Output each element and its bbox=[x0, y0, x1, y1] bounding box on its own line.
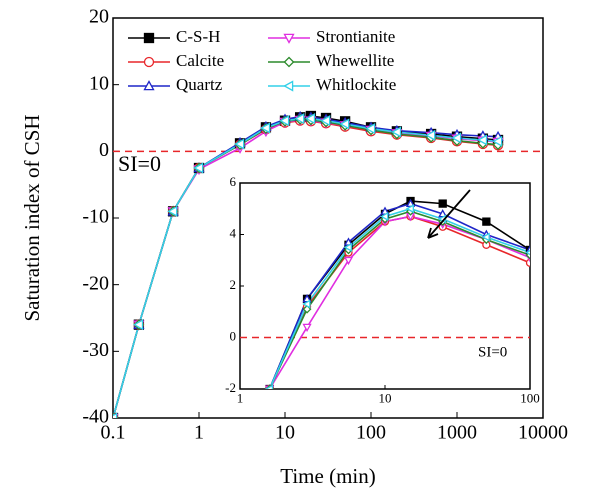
legend-label: Strontianite bbox=[316, 27, 395, 46]
marker bbox=[294, 113, 305, 125]
marker bbox=[343, 242, 352, 252]
marker bbox=[438, 199, 447, 208]
legend-marker bbox=[283, 33, 295, 44]
marker bbox=[234, 138, 245, 150]
x-tick-label: 1000 bbox=[437, 422, 477, 444]
marker bbox=[525, 258, 530, 267]
y-tick-label: 0 bbox=[99, 139, 109, 161]
x-tick-label: 10 bbox=[379, 390, 392, 405]
marker bbox=[133, 319, 144, 331]
y-tick-label: -30 bbox=[82, 339, 109, 361]
x-tick-label: 100 bbox=[520, 390, 540, 405]
marker bbox=[305, 113, 316, 125]
series-line bbox=[268, 202, 530, 389]
x-axis-label: Time (min) bbox=[280, 464, 375, 488]
marker bbox=[302, 299, 311, 309]
annotation: SI=0 bbox=[478, 344, 507, 360]
legend-marker bbox=[283, 80, 294, 92]
legend-marker bbox=[143, 32, 155, 44]
marker bbox=[405, 204, 414, 214]
marker bbox=[482, 217, 491, 226]
y-tick-label: -2 bbox=[225, 380, 236, 395]
marker bbox=[380, 211, 389, 222]
series-line bbox=[268, 207, 530, 389]
legend-marker bbox=[283, 56, 295, 68]
marker bbox=[365, 123, 376, 135]
x-tick-label: 10 bbox=[275, 422, 295, 444]
x-tick-label: 10000 bbox=[518, 422, 568, 444]
legend-label: Calcite bbox=[176, 51, 224, 70]
marker bbox=[525, 249, 530, 256]
legend-marker bbox=[143, 80, 155, 91]
marker bbox=[492, 135, 503, 147]
legend-label: Quartz bbox=[176, 75, 223, 94]
marker bbox=[451, 132, 462, 144]
marker bbox=[391, 126, 402, 138]
legend-label: Whewellite bbox=[316, 51, 394, 70]
arrow bbox=[427, 189, 471, 239]
x-tick-label: 100 bbox=[356, 422, 386, 444]
annotation: SI=0 bbox=[118, 151, 161, 176]
marker bbox=[264, 384, 274, 389]
marker bbox=[279, 115, 290, 127]
marker bbox=[425, 129, 436, 141]
y-tick-label: -20 bbox=[82, 272, 109, 294]
marker bbox=[260, 122, 271, 134]
marker bbox=[339, 118, 350, 130]
series-group bbox=[113, 110, 504, 418]
y-tick-label: 2 bbox=[230, 277, 237, 292]
marker bbox=[477, 134, 488, 146]
x-tick-label: 1 bbox=[237, 390, 244, 405]
y-axis-label: Saturation index of CSH bbox=[20, 114, 44, 321]
legend-label: Whitlockite bbox=[316, 75, 396, 94]
marker bbox=[481, 232, 490, 242]
marker bbox=[302, 323, 312, 333]
x-tick-label: 0.1 bbox=[101, 422, 126, 444]
y-tick-label: 0 bbox=[230, 328, 237, 343]
y-tick-label: 4 bbox=[230, 225, 237, 240]
y-tick-label: 10 bbox=[89, 72, 109, 94]
y-tick-label: 20 bbox=[89, 6, 109, 28]
marker bbox=[320, 115, 331, 127]
y-tick-label: -10 bbox=[82, 206, 109, 228]
y-tick-label: -40 bbox=[82, 406, 109, 428]
marker bbox=[113, 412, 118, 418]
y-tick-label: 6 bbox=[230, 174, 237, 189]
legend-label: C-S-H bbox=[176, 27, 220, 46]
x-tick-label: 1 bbox=[194, 422, 204, 444]
marker bbox=[167, 205, 178, 217]
series-group bbox=[264, 196, 530, 389]
legend-marker bbox=[143, 56, 155, 68]
marker bbox=[193, 162, 204, 174]
marker bbox=[343, 256, 354, 266]
series-line bbox=[268, 210, 530, 389]
